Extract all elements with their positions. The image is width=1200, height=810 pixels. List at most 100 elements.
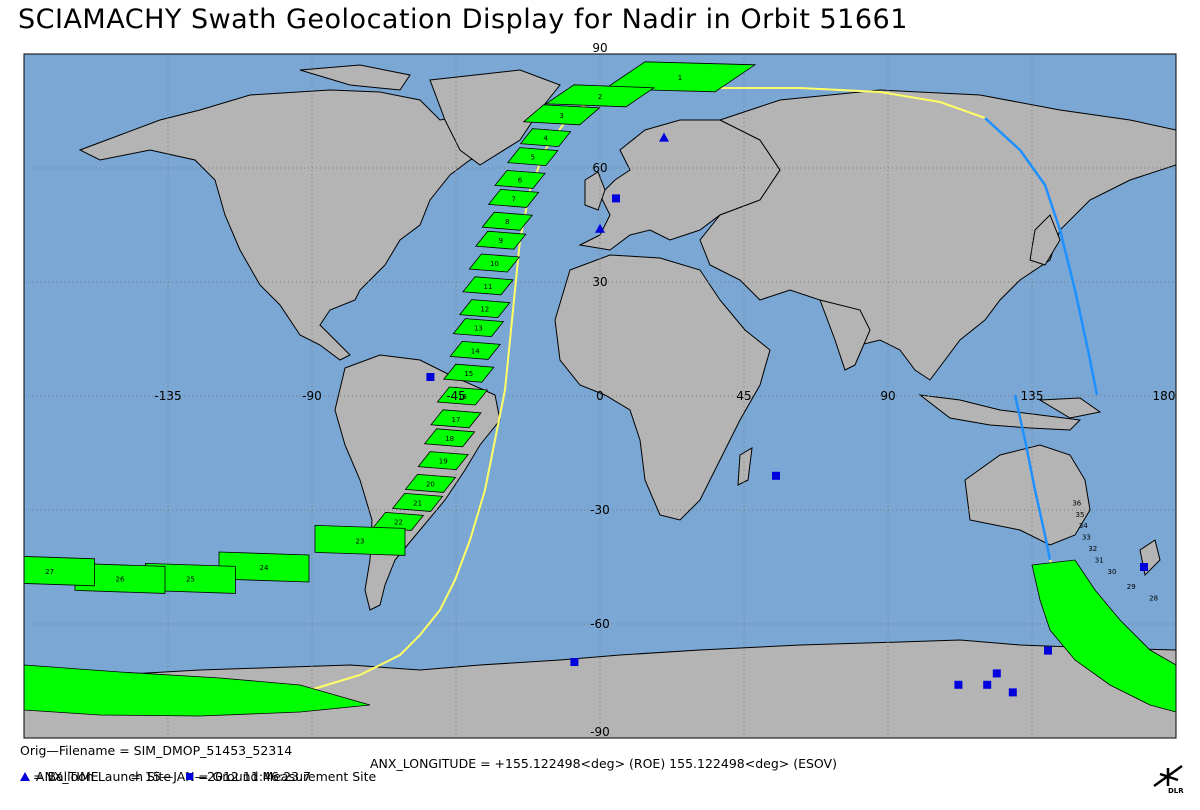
swath-tile-label: 14 bbox=[471, 347, 480, 355]
swath-tile: 10 bbox=[468, 253, 521, 273]
swath-tile-label: 33 bbox=[1082, 534, 1091, 542]
swath-tile-label: 18 bbox=[445, 435, 454, 443]
swath-tile-label: 1 bbox=[678, 74, 682, 82]
swath-tile-shape bbox=[452, 318, 505, 338]
lat-tick-label: 30 bbox=[592, 275, 607, 289]
swath-tile: 11 bbox=[462, 276, 514, 296]
swath-tile-shape bbox=[522, 104, 601, 126]
balloon-site-marker bbox=[659, 132, 669, 142]
swath-tile-shape bbox=[481, 211, 533, 231]
swath-tile: 2 bbox=[544, 84, 656, 108]
australia bbox=[964, 444, 1091, 546]
swath-tile-label: 7 bbox=[511, 195, 515, 203]
lat-tick-label: -90 bbox=[590, 725, 610, 739]
indonesia bbox=[918, 394, 1082, 431]
india bbox=[819, 299, 871, 371]
swath-tile: 9 bbox=[475, 230, 527, 250]
swath-tile: 21 bbox=[391, 492, 444, 512]
british-isles bbox=[584, 171, 606, 211]
swath-tile-shape bbox=[449, 340, 501, 360]
swath-tile-label: 10 bbox=[490, 260, 499, 268]
swath-tile: 16 bbox=[436, 386, 489, 406]
swath-tile-label: 30 bbox=[1108, 568, 1117, 576]
swath-tile: 23 bbox=[314, 524, 406, 556]
lon-tick-label: 90 bbox=[880, 389, 895, 403]
swath-tile-label: 29 bbox=[1127, 583, 1136, 591]
swath-tile: 15 bbox=[443, 363, 495, 383]
swath-tile-label: 9 bbox=[499, 237, 503, 245]
lon-tick-label: 0 bbox=[596, 389, 604, 403]
swath-tile-label: 3 bbox=[559, 112, 563, 120]
swath-tile-label: 4 bbox=[543, 135, 548, 143]
swath-tile: 8 bbox=[481, 211, 533, 231]
lon-tick-label: -45 bbox=[446, 389, 466, 403]
swath-tile: 4 bbox=[519, 128, 572, 148]
page-title: SCIAMACHY Swath Geolocation Display for … bbox=[18, 4, 908, 35]
ground-site-marker bbox=[954, 680, 963, 689]
swath-tile: 18 bbox=[423, 428, 476, 448]
swath-tile-shape bbox=[24, 556, 95, 587]
ground-site-marker bbox=[992, 669, 1001, 678]
swath-tile-label: 15 bbox=[464, 370, 473, 378]
balloon-site-marker bbox=[595, 223, 605, 233]
swath-tile-shape bbox=[391, 492, 444, 512]
ground-track-night bbox=[984, 117, 1099, 396]
swath-tile-shape bbox=[494, 169, 546, 189]
land-masses bbox=[24, 64, 1176, 738]
madagascar bbox=[737, 447, 753, 486]
swath-tile: 17 bbox=[430, 409, 482, 429]
swath-tile-label: 19 bbox=[439, 458, 448, 466]
ground-square-icon bbox=[186, 773, 194, 780]
swath-tile-label: 35 bbox=[1076, 511, 1085, 519]
swath-tile-label: 2 bbox=[598, 93, 602, 101]
lon-tick-label: -135 bbox=[154, 389, 181, 403]
greenland bbox=[429, 69, 561, 166]
antarctica bbox=[24, 639, 1176, 738]
anx-time-row: ANX_TIME = 15—JAN—2012 11:46:23.7 ANX_LO… bbox=[20, 757, 837, 783]
swath-tile-label: 17 bbox=[452, 416, 461, 424]
swath-tile: 12 bbox=[459, 299, 511, 319]
swath-tile: 7 bbox=[487, 188, 540, 208]
arctic-islands bbox=[299, 64, 411, 91]
swath-tile-shape bbox=[507, 147, 559, 167]
ground-site-marker bbox=[570, 658, 579, 666]
lon-tick-label: -90 bbox=[302, 389, 322, 403]
swath-tile-label: 36 bbox=[1072, 499, 1081, 507]
footer-info: Orig—Filename = SIM_DMOP_51453_52314 ANX… bbox=[20, 744, 837, 783]
swath-tile-label: 13 bbox=[474, 325, 483, 333]
swath-tile: 6 bbox=[494, 169, 546, 189]
balloon-triangle-icon bbox=[20, 772, 30, 781]
swath-tile-label: 26 bbox=[116, 575, 125, 583]
swath-tile-shape bbox=[519, 128, 572, 148]
swath-tile-label: 27 bbox=[45, 568, 54, 576]
swath-tile-shape bbox=[459, 299, 511, 319]
ground-site-marker bbox=[1044, 646, 1052, 655]
swath-tile-shape bbox=[603, 61, 757, 93]
map-frame bbox=[23, 53, 1177, 739]
legend: = Balloon Launch Site = Ground Measureme… bbox=[20, 770, 376, 783]
lat-tick-label: 60 bbox=[592, 161, 607, 175]
ground-site-marker bbox=[1008, 688, 1017, 697]
swath-tile-label: 31 bbox=[1095, 556, 1104, 564]
swath-tile-label: 16 bbox=[458, 393, 467, 401]
sites-layer bbox=[426, 132, 1148, 697]
swath-tile-label: 23 bbox=[356, 537, 365, 545]
dlr-logo-icon bbox=[1153, 764, 1183, 788]
swath-tile-shape bbox=[443, 363, 495, 383]
swath-tile-label: 20 bbox=[426, 480, 435, 488]
asia bbox=[699, 89, 1176, 381]
swath-tile-label: 5 bbox=[531, 154, 535, 162]
new-guinea bbox=[1038, 397, 1102, 419]
swath-tile-label: 11 bbox=[484, 283, 493, 291]
swath-tile-label: 32 bbox=[1088, 545, 1097, 553]
graticule bbox=[24, 54, 1176, 738]
lon-tick-label: 45 bbox=[736, 389, 751, 403]
swath-tile-shape bbox=[544, 84, 656, 108]
swath-tile-shape bbox=[404, 473, 457, 493]
swath-tile: 5 bbox=[507, 147, 559, 167]
swath-tile-shape bbox=[423, 428, 476, 448]
ground-site-marker bbox=[1140, 563, 1148, 571]
swath-tile-shape bbox=[436, 386, 489, 406]
ground-site-marker bbox=[426, 373, 435, 381]
